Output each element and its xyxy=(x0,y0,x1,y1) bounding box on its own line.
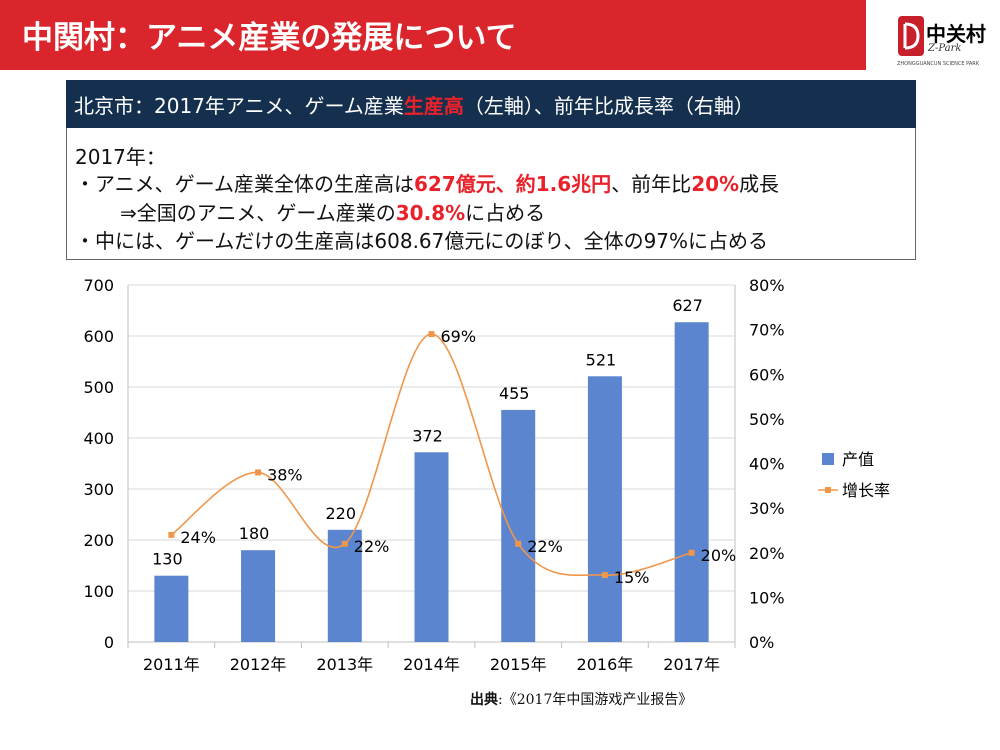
bullet-line-2: ・中には、ゲームだけの生産高は608.67億元にのぼり、全体の97%に占める xyxy=(75,229,769,253)
zpark-logo: 中关村 Z-Park ZHONGGUANCUN SCIENCE PARK xyxy=(888,6,988,70)
growth-point xyxy=(168,531,175,538)
y-right-tick-label: 0% xyxy=(749,633,774,652)
source-text: :《2017年中国游戏产业报告》 xyxy=(498,692,693,708)
bullet1-text-e: 成長 xyxy=(739,172,780,196)
sub-line-1: ⇒全国のアニメ、ゲーム産業の30.8%に占める xyxy=(120,197,545,226)
y-left-tick-label: 600 xyxy=(83,327,114,346)
y-left-tick-label: 700 xyxy=(83,276,114,295)
growth-point xyxy=(341,540,348,547)
bar xyxy=(241,550,276,642)
bar-data-label: 627 xyxy=(672,296,703,315)
legend-bar-swatch xyxy=(822,453,834,465)
growth-point xyxy=(688,549,695,556)
y-left-tick-label: 100 xyxy=(83,582,114,601)
x-tick-label: 2015年 xyxy=(490,655,547,674)
y-right-tick-label: 10% xyxy=(749,588,785,607)
x-tick-label: 2016年 xyxy=(577,655,634,674)
logo-text-zh: 中关村 xyxy=(926,22,986,46)
combo-chart: 0 100 200 300 400 500 600 700 0% 10% 20% 30% 40% 50% 6… xyxy=(83,276,890,674)
x-tick-label: 2013年 xyxy=(316,655,373,674)
growth-data-label: 69% xyxy=(441,327,477,346)
growth-data-label: 38% xyxy=(267,465,303,484)
x-tick-label: 2012年 xyxy=(230,655,287,674)
source-label: 出典 xyxy=(470,692,498,708)
logo-mark-icon xyxy=(898,16,924,56)
bullet1-growth-value: 20% xyxy=(691,172,740,196)
info-header: 北京市：2017年アニメ、ゲーム産業生産高（左軸）、前年比成長率（右軸） xyxy=(66,80,916,128)
info-header-highlight: 生産高 xyxy=(403,94,464,118)
growth-point xyxy=(601,572,608,579)
bar-data-label: 130 xyxy=(152,550,183,569)
x-tick-label: 2011年 xyxy=(143,655,200,674)
info-header-suffix: （左軸）、前年比成長率（右軸） xyxy=(463,94,754,118)
y-left-tick-label: 400 xyxy=(83,429,114,448)
bar-data-label: 180 xyxy=(239,524,270,543)
title-bar: 中関村：アニメ産業の発展について xyxy=(0,0,866,70)
y-right-tick-label: 40% xyxy=(749,455,785,474)
x-tick-label: 2014年 xyxy=(403,655,460,674)
source-note: 出典:《2017年中国游戏产业报告》 xyxy=(470,689,692,709)
growth-data-label: 15% xyxy=(614,568,650,587)
bar xyxy=(327,529,362,642)
y-left-tick-label: 300 xyxy=(83,480,114,499)
logo-text-full: ZHONGGUANCUN SCIENCE PARK xyxy=(896,61,980,67)
growth-data-label: 20% xyxy=(701,546,737,565)
y-right-tick-label: 30% xyxy=(749,499,785,518)
y-right-tick-label: 70% xyxy=(749,321,785,340)
y-left-tick-label: 500 xyxy=(83,378,114,397)
info-body: 2017年： ・アニメ、ゲーム産業全体の生産高は627億元、約1.6兆円、前年比… xyxy=(66,128,916,260)
y-right-tick-label: 50% xyxy=(749,410,785,429)
bullet1-text-a: ・アニメ、ゲーム産業全体の生産高は xyxy=(75,172,414,196)
bullet1-text-c: 、前年比 xyxy=(611,172,692,196)
bar xyxy=(154,575,189,642)
y-right-tick-label: 80% xyxy=(749,276,785,295)
bar xyxy=(414,452,449,642)
growth-data-label: 22% xyxy=(354,537,390,556)
legend-line-label: 增长率 xyxy=(842,481,890,500)
legend-bar-label: 产值 xyxy=(842,450,874,469)
bar-data-label: 521 xyxy=(586,350,617,369)
sub1-share-value: 30.8% xyxy=(395,201,466,225)
growth-point xyxy=(428,331,435,338)
x-tick-label: 2017年 xyxy=(663,655,720,674)
growth-point xyxy=(255,469,262,476)
bar-data-label: 220 xyxy=(326,504,357,523)
bar-data-label: 372 xyxy=(412,426,443,445)
bullet-line-1: ・アニメ、ゲーム産業全体の生産高は627億元、約1.6兆円、前年比20%成長 xyxy=(75,168,779,197)
y-right-tick-label: 20% xyxy=(749,544,785,563)
y-right-tick-label: 60% xyxy=(749,365,785,384)
y-left-tick-label: 200 xyxy=(83,531,114,550)
logo-text-brand: Z-Park xyxy=(928,43,962,54)
growth-data-label: 22% xyxy=(527,537,563,556)
legend-line-marker xyxy=(825,487,831,493)
growth-data-label: 24% xyxy=(180,528,216,547)
y-left-tick-label: 0 xyxy=(104,633,114,652)
bar xyxy=(501,409,536,642)
info-header-text: 北京市：2017年アニメ、ゲーム産業生産高（左軸）、前年比成長率（右軸） xyxy=(74,90,754,119)
bar xyxy=(587,376,622,642)
sub1-text-c: に占める xyxy=(465,201,546,225)
page-title: 中関村：アニメ産業の発展について xyxy=(22,20,517,56)
growth-point xyxy=(515,540,522,547)
sub1-text-a: ⇒全国のアニメ、ゲーム産業の xyxy=(120,201,396,225)
bar-data-label: 455 xyxy=(499,384,530,403)
info-header-prefix: 北京市：2017年アニメ、ゲーム産業 xyxy=(74,94,404,118)
bullet1-total-value: 627億元、約1.6兆円 xyxy=(414,172,612,196)
bar xyxy=(674,322,709,642)
year-line: 2017年： xyxy=(75,145,166,169)
